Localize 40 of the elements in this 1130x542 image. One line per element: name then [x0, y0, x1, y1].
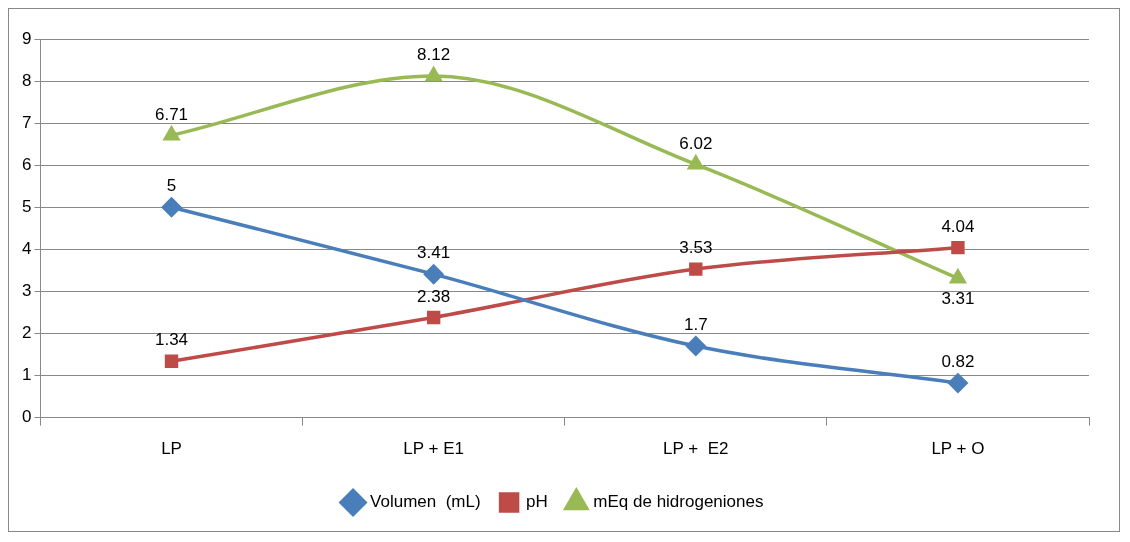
- legend-label: Volumen (mL): [370, 492, 481, 512]
- point: [426, 310, 441, 325]
- data-label: 0.82: [941, 352, 975, 372]
- data-label: 2.38: [417, 286, 451, 306]
- point: [686, 336, 706, 356]
- point: [948, 373, 968, 393]
- y-tick-label: 2: [21, 323, 32, 343]
- y-tick-label: 4: [21, 239, 32, 259]
- y-tick-label: 0: [21, 407, 32, 427]
- point: [423, 264, 444, 284]
- x-tick-label: LP + O: [931, 439, 985, 459]
- point: [162, 124, 181, 141]
- point: [689, 262, 703, 276]
- data-label: 1.34: [154, 330, 189, 350]
- data-label: 6.02: [679, 133, 713, 153]
- x-tick-label: LP + E1: [403, 439, 464, 459]
- legend-label: pH: [526, 492, 548, 512]
- point: [951, 240, 965, 255]
- data-label: 5: [166, 176, 177, 196]
- legend-label: mEq de hidrogeniones: [593, 492, 764, 512]
- point: [164, 354, 179, 368]
- y-tick-label: 8: [21, 70, 32, 90]
- data-label: 6.71: [154, 104, 189, 124]
- y-tick-label: 5: [21, 196, 32, 216]
- data-label: 3.41: [417, 243, 451, 263]
- data-label: 3.31: [941, 288, 975, 308]
- data-label: 4.04: [941, 216, 975, 236]
- data-label: 1.7: [683, 315, 708, 335]
- y-tick-label: 3: [21, 281, 32, 301]
- data-label: 3.53: [679, 238, 713, 258]
- x-tick-label: LP: [161, 439, 182, 459]
- point: [686, 153, 705, 170]
- point: [425, 67, 442, 82]
- data-label: 8.12: [417, 45, 451, 65]
- y-tick-label: 1: [21, 365, 32, 385]
- y-tick-label: 9: [21, 28, 32, 48]
- point: [161, 197, 182, 218]
- y-tick-label: 6: [21, 154, 32, 174]
- x-tick-label: LP + E2: [663, 439, 729, 459]
- y-tick-label: 7: [21, 112, 32, 132]
